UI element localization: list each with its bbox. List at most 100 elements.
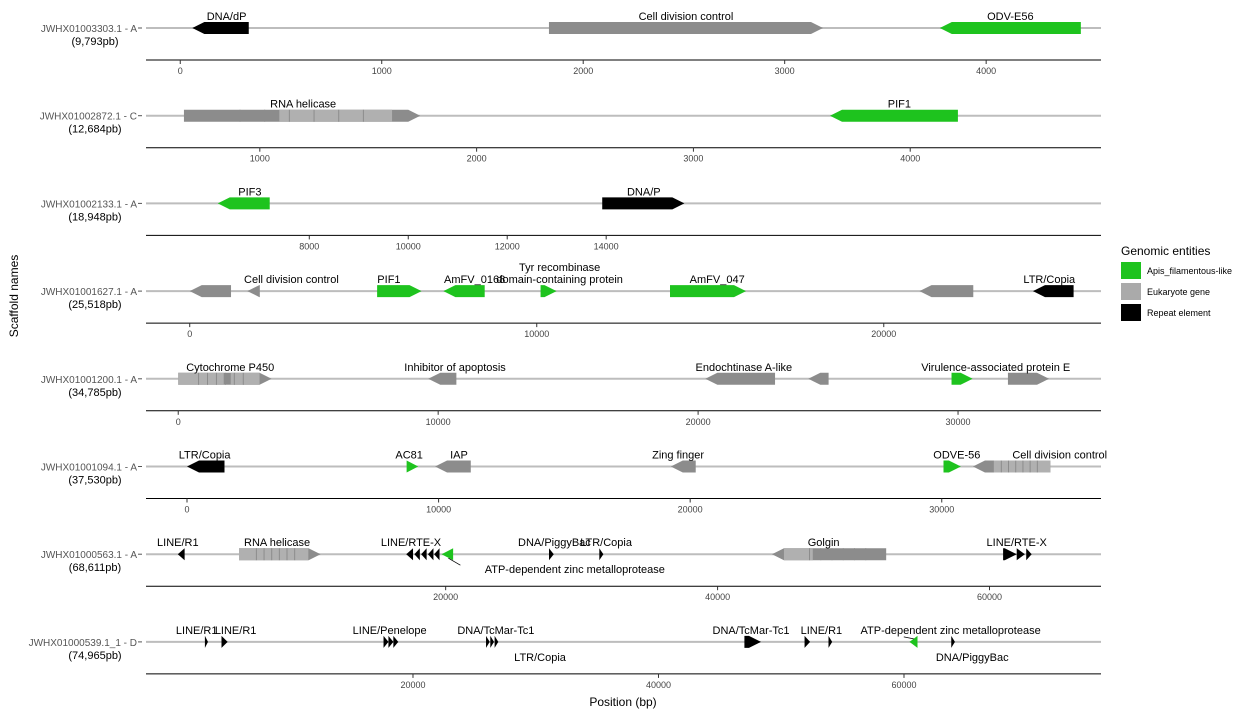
- x-tick-label: 10000: [396, 241, 421, 251]
- gene-arrow: [919, 285, 974, 298]
- gene-label: PIF1: [888, 99, 911, 111]
- gene-arrow-body: [494, 635, 499, 648]
- gene-arrow: [670, 460, 696, 473]
- gene-label: IAP: [450, 450, 468, 462]
- scaffold-panel: JWHX01002133.1 - A(18,948pb) 8000 10000 120…: [41, 186, 1101, 251]
- gene-label: Cell division control: [244, 274, 339, 286]
- gene-label: RNA helicase: [244, 537, 310, 549]
- gene-label: Golgin: [808, 537, 840, 549]
- gene-label: Virulence-associated protein E: [921, 362, 1070, 374]
- gene-arrow-body: [705, 372, 776, 385]
- legend-swatch: [1121, 304, 1141, 321]
- legend-label: Repeat element: [1147, 308, 1211, 318]
- x-tick-label: 40000: [705, 592, 730, 602]
- gene-arrow: [548, 22, 823, 34]
- label-pointer: [903, 636, 914, 640]
- y-axis-title: Scaffold names: [7, 255, 21, 338]
- scaffold-size: (37,530pb): [68, 475, 121, 487]
- gene-arrow: [377, 285, 422, 298]
- x-tick-label: 0: [176, 417, 181, 427]
- gene-arrow: [383, 635, 389, 648]
- gene-arrow: [540, 285, 557, 298]
- gene-arrow: [599, 548, 604, 561]
- gene-arrow-body: [443, 285, 485, 298]
- scaffold-name: JWHX01000563.1 - A: [41, 550, 137, 561]
- gene-arrow: [1026, 548, 1032, 561]
- scaffold-size: (74,965pb): [68, 650, 121, 662]
- scaffold-panel: JWHX01001094.1 - A(37,530pb) 0 10000 20000 3…: [41, 450, 1107, 515]
- x-tick-label: 1000: [250, 154, 270, 164]
- gene-light-segment: [993, 460, 1051, 473]
- gene-arrow: [187, 460, 225, 473]
- x-tick-label: 0: [187, 329, 192, 339]
- gene-light-segment: [178, 372, 224, 385]
- x-tick-label: 0: [178, 66, 183, 76]
- gene-arrow: [705, 372, 776, 385]
- gene-arrow-body: [177, 548, 185, 561]
- gene-light-segment: [230, 372, 260, 385]
- scaffold-panel: JWHX01003303.1 - A(9,793pb) 0 1000 2000 3000…: [41, 11, 1101, 76]
- gene-arrow-body: [393, 635, 399, 648]
- gene-arrow: [486, 635, 490, 648]
- gene-arrow: [434, 548, 440, 561]
- gene-arrow: [414, 548, 420, 561]
- scaffold-panels: JWHX01003303.1 - A(9,793pb) 0 1000 2000 3000…: [29, 11, 1108, 690]
- gene-label: LINE/RTE-X: [987, 537, 1048, 549]
- gene-arrow: [1016, 548, 1025, 561]
- gene-arrow-body: [189, 285, 232, 298]
- gene-arrow: [177, 548, 185, 561]
- gene-label: AmFV_0168: [444, 274, 505, 286]
- gene-arrow-body: [939, 22, 1081, 34]
- scaffold-name: JWHX01003303.1 - A: [41, 24, 137, 35]
- gene-arrow: [951, 635, 955, 648]
- x-tick-label: 8000: [299, 241, 319, 251]
- scaffold-panel: JWHX01002872.1 - C(12,684pb) 1000 2000 3000…: [40, 99, 1101, 164]
- gene-arrow: [435, 460, 471, 473]
- gene-arrow-body: [1026, 548, 1032, 561]
- gene-arrow-body: [804, 635, 811, 648]
- scaffold-name: JWHX01002133.1 - A: [41, 199, 137, 210]
- gene-arrow: [192, 22, 249, 34]
- gene-arrow: [670, 285, 746, 298]
- gene-arrow-body: [217, 197, 270, 210]
- x-tick-label: 3000: [775, 66, 795, 76]
- gene-label: Tyr recombinase: [519, 262, 600, 274]
- gene-label: AmFV_047: [690, 274, 745, 286]
- gene-arrow-body: [421, 548, 427, 561]
- gene-arrow: [1007, 372, 1050, 385]
- scaffold-panel: JWHX01000563.1 - A(68,611pb) 20000 40000 60…: [41, 537, 1101, 602]
- gene-arrow-body: [1032, 285, 1074, 298]
- scaffold-size: (25,518pb): [68, 299, 121, 311]
- x-tick-label: 2000: [467, 154, 487, 164]
- gene-arrow: [217, 197, 270, 210]
- gene-arrow-body: [548, 22, 823, 34]
- gene-label: Endochtinase A-like: [696, 362, 793, 374]
- scaffold-size: (18,948pb): [68, 211, 121, 223]
- gene-label: LINE/RTE-X: [381, 537, 442, 549]
- gene-label: LINE/R1: [215, 625, 257, 637]
- gene-arrow-body: [830, 109, 958, 122]
- legend-swatch: [1121, 283, 1141, 300]
- gene-light-segment: [279, 109, 393, 122]
- gene-arrow-body: [951, 635, 955, 648]
- gene-arrow-body: [670, 460, 696, 473]
- legend-item: Eukaryote gene: [1121, 283, 1210, 300]
- x-tick-label: 10000: [524, 329, 549, 339]
- gene-arrow-body: [919, 285, 974, 298]
- gene-arrow-body: [221, 635, 228, 648]
- gene-arrow: [1032, 285, 1074, 298]
- gene-arrow-body: [192, 22, 249, 34]
- scaffold-name: JWHX01001627.1 - A: [41, 287, 137, 298]
- gene-arrow: [972, 460, 1051, 473]
- gene-arrow-body: [909, 635, 918, 648]
- x-tick-label: 30000: [929, 505, 954, 515]
- x-tick-label: 4000: [976, 66, 996, 76]
- gene-arrow: [421, 548, 427, 561]
- gene-arrow-body: [540, 285, 557, 298]
- scaffold-size: (12,684pb): [68, 124, 121, 136]
- gene-label: LTR/Copia: [179, 450, 232, 462]
- x-tick-label: 40000: [646, 680, 671, 690]
- gene-arrow: [771, 548, 887, 561]
- gene-arrow-body: [435, 460, 471, 473]
